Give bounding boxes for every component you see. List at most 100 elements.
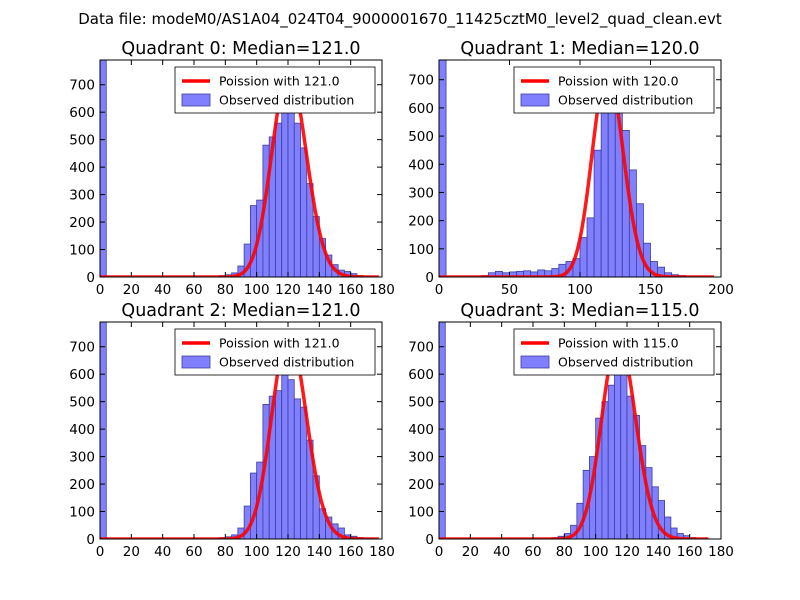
y-tick-label: 100 (408, 242, 434, 258)
poisson-curve (439, 336, 710, 539)
poisson-curve (100, 70, 380, 277)
legend: Poission with 121.0 Observed distribution (174, 328, 376, 376)
legend-label: Observed distribution (219, 93, 354, 108)
x-tick-label: 120 (275, 282, 301, 298)
y-tick-label: 500 (408, 395, 434, 411)
y-tick-label: 0 (86, 270, 95, 286)
plot-area (100, 60, 380, 277)
y-tick-label: 300 (69, 188, 95, 204)
legend: Poission with 121.0 Observed distribution (174, 66, 376, 114)
legend-patch-swatch (520, 355, 550, 369)
y-tick-label: 700 (69, 78, 95, 94)
y-tick-label: 100 (408, 505, 434, 521)
y-tick-label: 500 (69, 133, 95, 149)
y-tick-label: 400 (408, 422, 434, 438)
x-tick-label: 180 (708, 544, 734, 560)
x-tick-label: 20 (123, 282, 140, 298)
histogram-bar (586, 217, 595, 277)
y-tick-label: 600 (408, 101, 434, 117)
y-tick-label: 0 (425, 532, 434, 548)
histogram-bar (275, 122, 283, 277)
histogram-bar (600, 107, 609, 277)
y-tick-label: 100 (69, 243, 95, 259)
x-tick-label: 120 (614, 544, 640, 560)
y-tick-label: 500 (408, 129, 434, 145)
y-tick-label: 0 (425, 270, 434, 286)
plot-area (100, 322, 380, 539)
x-tick-label: 100 (244, 544, 270, 560)
histogram-bar (281, 368, 289, 539)
y-tick-label: 600 (69, 105, 95, 121)
x-tick-label: 0 (96, 544, 105, 560)
histogram-bar (300, 406, 308, 539)
y-tick-label: 700 (408, 340, 434, 356)
histogram-bar (281, 100, 289, 277)
figure-suptitle: Data file: modeM0/AS1A04_024T04_90000016… (78, 10, 722, 29)
x-tick-label: 20 (123, 544, 140, 560)
x-tick-label: 50 (501, 282, 518, 298)
x-tick-label: 0 (435, 544, 444, 560)
x-tick-label: 40 (154, 544, 171, 560)
poisson-curve (100, 332, 380, 539)
panel-title: Quadrant 1: Median=120.0 (460, 39, 699, 59)
histogram-bar (579, 237, 588, 277)
panel-q2: 0 20 40 60 80 100 120 140 160 180 0 100 200 300 400 500… (69, 301, 395, 560)
panel-q3: 0 20 40 60 80 100 120 140 160 180 0 100 200 300 400 500… (408, 301, 734, 560)
histogram-bar (275, 390, 283, 539)
x-tick-label: 60 (524, 544, 541, 560)
x-tick-label: 80 (217, 544, 234, 560)
histogram-bar (439, 322, 446, 539)
histogram-bar (439, 60, 447, 277)
x-tick-label: 100 (583, 544, 609, 560)
legend: Poission with 115.0 Observed distribution (513, 328, 715, 376)
legend-patch-swatch (181, 355, 211, 369)
legend-label: Poission with 115.0 (558, 336, 679, 351)
x-tick-label: 200 (708, 282, 734, 298)
panel-title: Quadrant 3: Median=115.0 (460, 301, 699, 321)
y-tick-label: 500 (69, 395, 95, 411)
y-tick-label: 0 (86, 532, 95, 548)
y-tick-label: 200 (408, 477, 434, 493)
panel-q1: 0 50 100 150 200 0 100 200 300 400 500 600 700 Quadra… (408, 39, 734, 298)
x-tick-label: 180 (369, 282, 395, 298)
y-tick-label: 600 (408, 367, 434, 383)
y-tick-label: 300 (408, 450, 434, 466)
legend-patch-swatch (520, 93, 550, 107)
x-tick-label: 100 (567, 282, 593, 298)
x-tick-label: 60 (185, 544, 202, 560)
histogram-bar (287, 111, 295, 277)
x-tick-label: 120 (275, 544, 301, 560)
x-tick-label: 180 (369, 544, 395, 560)
panel-title: Quadrant 0: Median=121.0 (121, 39, 360, 59)
histogram-bar (100, 60, 107, 277)
x-tick-label: 140 (306, 544, 332, 560)
x-tick-label: 80 (556, 544, 573, 560)
histogram-bar (300, 147, 308, 277)
histogram-bar (626, 395, 634, 539)
x-tick-label: 40 (154, 282, 171, 298)
histogram-bar (593, 149, 602, 277)
histogram-bar (620, 371, 628, 539)
y-tick-label: 300 (408, 185, 434, 201)
x-tick-label: 40 (493, 544, 510, 560)
axes-frame (99, 321, 383, 540)
x-tick-label: 20 (462, 544, 479, 560)
histogram-bar (100, 322, 107, 539)
x-tick-label: 0 (96, 282, 105, 298)
legend-patch-swatch (181, 93, 211, 107)
histogram-bar (287, 379, 295, 539)
x-tick-label: 160 (677, 544, 703, 560)
y-tick-label: 200 (408, 214, 434, 230)
axes-frame (99, 59, 383, 278)
x-tick-label: 150 (638, 282, 664, 298)
histogram-bar (614, 360, 622, 539)
y-tick-label: 200 (69, 215, 95, 231)
histogram-bar (293, 398, 301, 539)
x-tick-label: 160 (338, 544, 364, 560)
legend-label: Poission with 121.0 (219, 74, 340, 89)
axes-frame (438, 321, 722, 540)
y-tick-label: 700 (69, 340, 95, 356)
legend-label: Observed distribution (219, 355, 354, 370)
legend-label: Poission with 120.0 (558, 74, 679, 89)
